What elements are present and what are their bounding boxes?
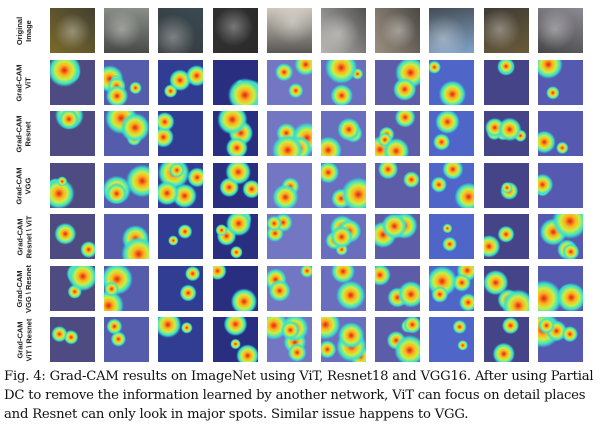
- grad-cam-heatmap: [483, 59, 529, 105]
- grad-cam-heatmap: [375, 214, 421, 259]
- grad-cam-heatmap: [212, 162, 258, 208]
- grad-cam-heatmap: [104, 111, 150, 156]
- grad-cam-heatmap: [375, 59, 421, 105]
- grad-cam-heatmap: [104, 317, 150, 362]
- grad-cam-heatmap: [537, 317, 583, 362]
- grad-cam-heatmap: [104, 162, 150, 208]
- grad-cam-heatmap: [212, 317, 258, 362]
- row-label: Grad-CAM ViT: [2, 58, 46, 108]
- grad-cam-heatmap: [375, 317, 421, 362]
- grad-cam-heatmap: [321, 317, 366, 362]
- original-image: [483, 8, 529, 53]
- row-label: Grad-CAM ViT \ Resnet: [2, 315, 46, 365]
- figure-caption: Fig. 4: Grad-CAM results on ImageNet usi…: [4, 369, 594, 422]
- grad-cam-heatmap: [158, 265, 204, 311]
- row-label: Grad-CAM VGG: [2, 161, 46, 211]
- grad-cam-heatmap: [321, 111, 366, 156]
- grad-cam-heatmap: [483, 265, 529, 311]
- grad-cam-heatmap: [537, 111, 583, 156]
- grad-cam-heatmap: [429, 162, 475, 208]
- grad-cam-heatmap: [429, 111, 475, 156]
- original-image: [537, 8, 583, 53]
- grad-cam-heatmap: [266, 317, 312, 362]
- grad-cam-heatmap: [266, 111, 312, 156]
- original-image: [266, 8, 312, 53]
- grad-cam-heatmap: [321, 265, 366, 311]
- row-label: Grad-CAM Resnet: [2, 109, 46, 159]
- grad-cam-heatmap: [321, 214, 366, 259]
- grad-cam-heatmap: [266, 162, 312, 208]
- grad-cam-heatmap: [50, 111, 95, 156]
- grad-cam-heatmap: [266, 214, 312, 259]
- grad-cam-heatmap: [50, 59, 95, 105]
- row-label-line: Grad-CAM: [15, 269, 24, 308]
- original-image: [212, 8, 258, 53]
- grad-cam-figure-grid: Original Image Grad-CAM ViT Grad-CAM Resnet Gr…: [0, 6, 600, 362]
- grad-cam-heatmap: [212, 111, 258, 156]
- grad-cam-heatmap: [483, 162, 529, 208]
- grad-cam-heatmap: [158, 214, 204, 259]
- row-label-line: Resnet: [24, 121, 33, 147]
- grad-cam-heatmap: [212, 265, 258, 311]
- grad-cam-heatmap: [50, 265, 95, 311]
- grad-cam-heatmap: [537, 265, 583, 311]
- grad-cam-heatmap: [483, 214, 529, 259]
- grad-cam-heatmap: [375, 162, 421, 208]
- row-label-line: ViT \ Resnet: [23, 318, 33, 362]
- row-label-line: Grad-CAM: [14, 218, 24, 256]
- grad-cam-heatmap: [537, 59, 583, 105]
- figure-row: Original Image: [0, 6, 600, 58]
- original-image: [429, 8, 475, 53]
- grad-cam-heatmap: [429, 214, 475, 259]
- row-label-line: VGG \ Resnet: [24, 264, 33, 313]
- grad-cam-heatmap: [212, 214, 258, 259]
- row-label-line: ViT: [24, 76, 33, 89]
- row-label-line: Grad-CAM: [14, 321, 24, 359]
- grad-cam-heatmap: [483, 317, 529, 362]
- row-label: Grad-CAM Resnet \ ViT: [2, 212, 46, 262]
- grad-cam-heatmap: [537, 214, 583, 259]
- grad-cam-heatmap: [50, 317, 95, 362]
- row-label-line: Image: [24, 20, 33, 42]
- grad-cam-heatmap: [429, 317, 475, 362]
- grad-cam-heatmap: [104, 59, 150, 105]
- row-label-line: Original: [15, 16, 24, 46]
- grad-cam-heatmap: [158, 162, 204, 208]
- row-label-line: Resnet \ ViT: [23, 215, 33, 259]
- grad-cam-heatmap: [321, 162, 366, 208]
- original-image: [104, 8, 150, 53]
- grad-cam-heatmap: [158, 111, 204, 156]
- grad-cam-heatmap: [158, 317, 204, 362]
- grad-cam-heatmap: [321, 59, 366, 105]
- row-label: Original Image: [2, 6, 46, 56]
- grad-cam-heatmap: [104, 265, 150, 311]
- figure-row: Grad-CAM VGG \ Resnet: [0, 264, 600, 316]
- original-image: [321, 8, 366, 53]
- grad-cam-heatmap: [375, 111, 421, 156]
- grad-cam-heatmap: [212, 59, 258, 105]
- grad-cam-heatmap: [266, 59, 312, 105]
- grad-cam-heatmap: [158, 59, 204, 105]
- grad-cam-heatmap: [266, 265, 312, 311]
- figure-row: Grad-CAM Resnet: [0, 109, 600, 161]
- row-label: Grad-CAM VGG \ Resnet: [2, 264, 46, 314]
- grad-cam-heatmap: [50, 162, 95, 208]
- grad-cam-heatmap: [104, 214, 150, 259]
- original-image: [50, 8, 95, 53]
- row-label-line: VGG: [24, 177, 33, 194]
- figure-row: Grad-CAM ViT \ Resnet: [0, 315, 600, 367]
- grad-cam-heatmap: [483, 111, 529, 156]
- figure-row: Grad-CAM VGG: [0, 161, 600, 213]
- grad-cam-heatmap: [537, 162, 583, 208]
- grad-cam-heatmap: [429, 59, 475, 105]
- figure-row: Grad-CAM Resnet \ ViT: [0, 212, 600, 264]
- figure-row: Grad-CAM ViT: [0, 58, 600, 110]
- grad-cam-heatmap: [375, 265, 421, 311]
- grad-cam-heatmap: [429, 265, 475, 311]
- original-image: [158, 8, 204, 53]
- grad-cam-heatmap: [50, 214, 95, 259]
- original-image: [375, 8, 421, 53]
